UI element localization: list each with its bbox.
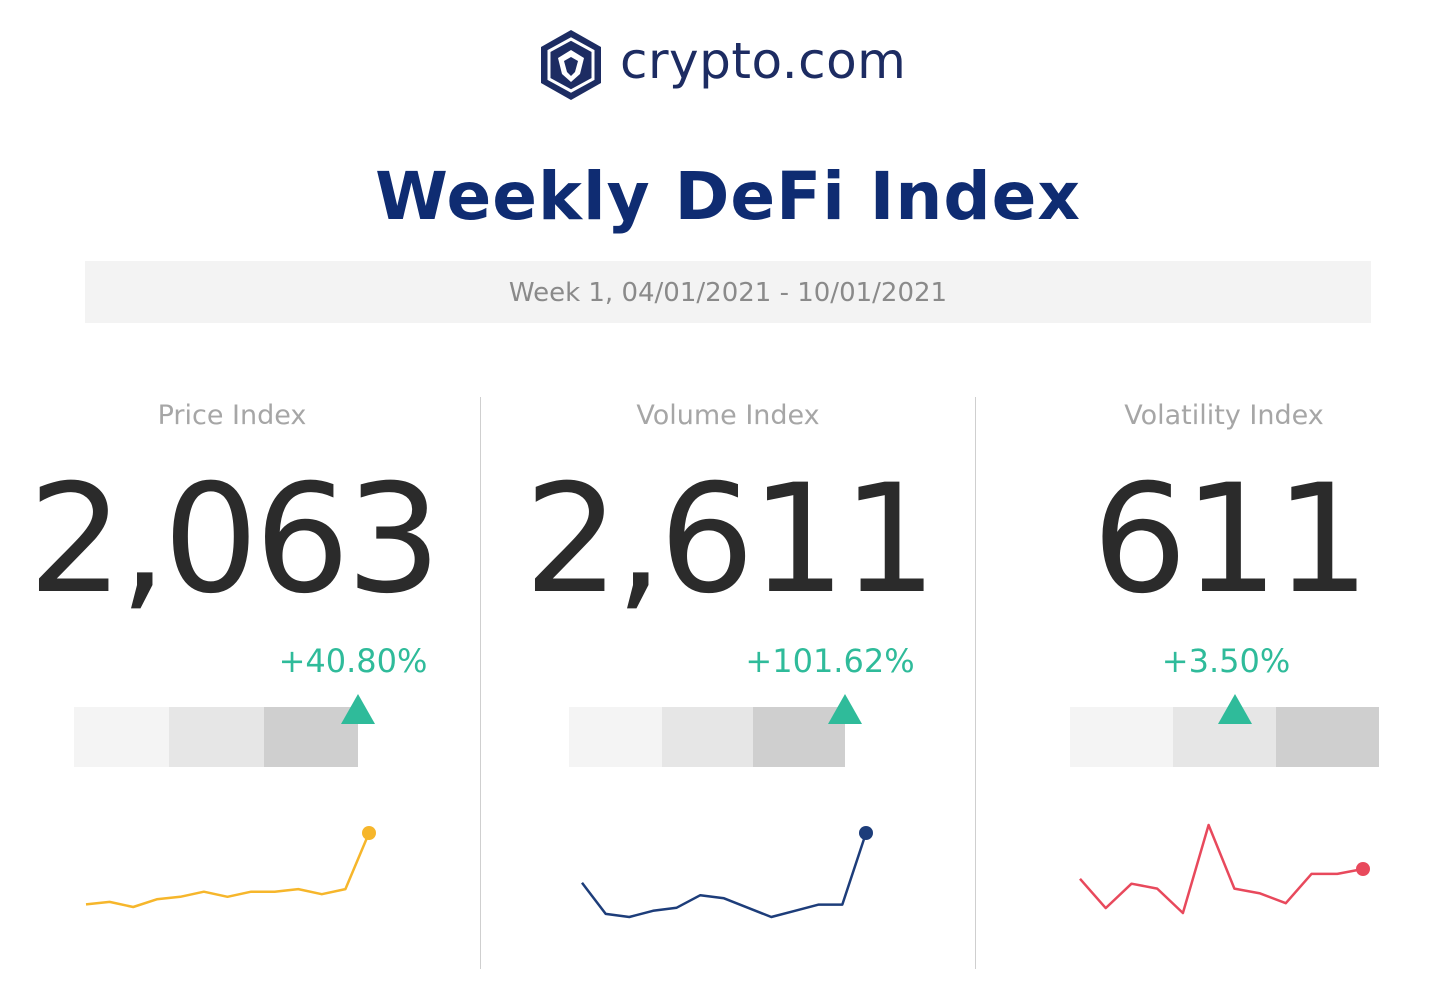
gauge-segment [169, 707, 264, 767]
volume-index-sparkline [581, 826, 873, 919]
price-index-change: +40.80% [278, 642, 428, 680]
price-index-gauge [74, 707, 358, 767]
brand-name: crypto.com [620, 32, 907, 90]
price-index-up-arrow-icon [341, 694, 375, 724]
panel-divider [975, 397, 976, 969]
gauge-segment [74, 707, 169, 767]
page-title: Weekly DeFi Index [375, 158, 1081, 235]
sparkline-series [85, 832, 371, 909]
week-range: Week 1, 04/01/2021 - 10/01/2021 [85, 261, 1371, 323]
price-index-sparkline [85, 826, 376, 909]
gauge-segment [662, 707, 753, 767]
gauge-segment [1276, 707, 1379, 767]
sparkline-end-point [362, 826, 376, 840]
gauge-segment [569, 707, 662, 767]
sparkline-end-point [1356, 862, 1370, 876]
volume-index-gauge [569, 707, 845, 767]
volume-index-up-arrow-icon [828, 694, 862, 724]
volatility-index-panel: Volatility Index 611 +3.50% [976, 0, 1456, 997]
volatility-index-up-arrow-icon [1218, 694, 1252, 724]
sparkline-series [1079, 823, 1364, 915]
crypto-com-lion-shield-icon [541, 30, 601, 100]
gauge-segment [1070, 707, 1173, 767]
crypto-com-logo: crypto.com [538, 28, 938, 102]
volatility-index-change: +3.50% [1161, 642, 1291, 680]
price-index-value: 2,063 [28, 453, 441, 627]
sparkline-series [581, 832, 868, 919]
volatility-index-sparkline [1079, 823, 1370, 915]
volatility-index-label: Volatility Index [1124, 400, 1324, 431]
price-index-panel: Price Index 2,063 +40.80% [0, 0, 480, 997]
volatility-index-value: 611 [1092, 453, 1370, 627]
volume-index-panel: Volume Index 2,611 +101.62% [480, 0, 960, 997]
panel-divider [480, 397, 481, 969]
volume-index-change: +101.62% [745, 642, 915, 680]
sparkline-end-point [859, 826, 873, 840]
volume-index-value: 2,611 [524, 453, 937, 627]
price-index-label: Price Index [157, 400, 307, 431]
volume-index-label: Volume Index [636, 400, 820, 431]
